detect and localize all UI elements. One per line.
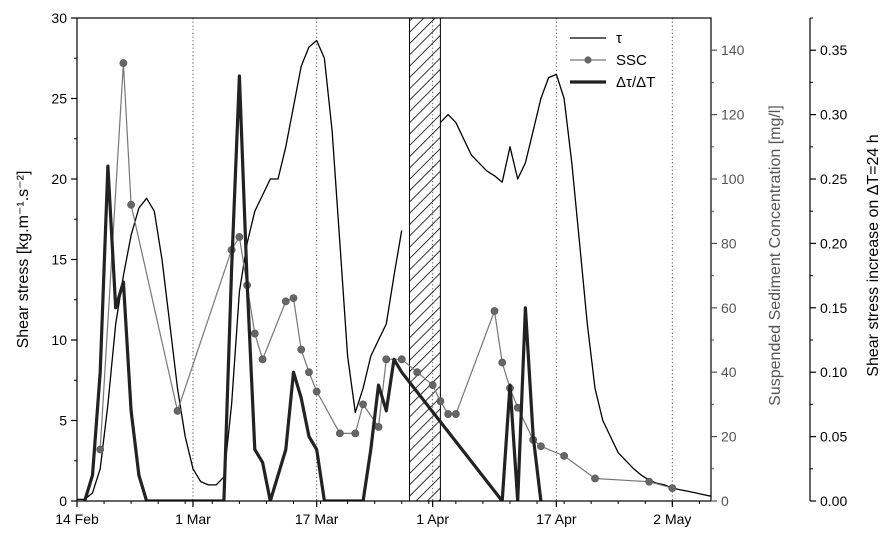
y-increase-tick-label: 0.30 — [820, 107, 847, 123]
y-left-tick-label: 30 — [51, 10, 67, 26]
ssc-point — [498, 358, 507, 367]
x-tick-label: 1 Mar — [175, 511, 211, 527]
ssc-point — [382, 355, 391, 364]
axes-layer: 14 Feb 1 Mar 17 Mar 1 Apr 17 Apr 2 May 0 5 10 15 2… — [15, 10, 882, 527]
y-ssc-tick-label: 120 — [721, 107, 745, 123]
y-increase-tick-label: 0.10 — [820, 364, 847, 380]
y-ssc-tick-label: 20 — [721, 429, 737, 445]
ssc-point — [297, 345, 306, 354]
ssc-point — [96, 445, 105, 454]
y-increase-tick-label: 0.25 — [820, 171, 847, 187]
series-layer — [77, 39, 711, 501]
legend-label: SSC — [616, 52, 647, 69]
y-left-tick-label: 5 — [59, 413, 67, 429]
ssc-point — [281, 297, 290, 306]
x-tick-label: 17 Apr — [536, 511, 577, 527]
hatched-gap-layer — [408, 17, 441, 502]
y-ssc-tick-label: 140 — [721, 42, 745, 58]
ssc-point — [289, 294, 298, 303]
y-increase-tick-label: 0.00 — [820, 493, 847, 509]
x-tick-label: 14 Feb — [55, 511, 99, 527]
ssc-point — [250, 329, 259, 338]
ssc-point — [258, 355, 267, 364]
y-ssc-tick-label: 0 — [721, 493, 729, 509]
y-ssc-tick-label: 80 — [721, 235, 737, 251]
ssc-point — [359, 400, 367, 409]
y-ssc-tick-label: 100 — [721, 171, 745, 187]
ssc-point — [413, 368, 422, 377]
hatched-data-gap — [408, 17, 441, 502]
ssc-point — [591, 474, 599, 483]
y-increase-tick-label: 0.35 — [820, 42, 847, 58]
ssc-point — [428, 381, 437, 389]
y-ssc-axis-title: Suspended Sediment Concentration [mg/l] — [767, 105, 784, 406]
y-increase-tick-label: 0.20 — [820, 235, 847, 251]
ssc-point — [374, 423, 383, 431]
ssc-point — [537, 442, 545, 451]
series-line-0 — [439, 73, 711, 497]
ssc-point — [645, 477, 654, 486]
y-left-tick-label: 0 — [59, 493, 67, 509]
series-line-0 — [77, 39, 403, 501]
ssc-point — [235, 233, 244, 241]
ssc-point — [436, 397, 445, 406]
y-left-axis-title: Shear stress [kg.m⁻¹.s⁻²] — [15, 171, 32, 349]
legend-label: τ — [616, 30, 622, 47]
legend-swatch-ssc-dot — [584, 56, 592, 64]
y-increase-tick-label: 0.05 — [820, 429, 847, 445]
legend-label: Δτ/ΔT — [616, 74, 655, 91]
ssc-point — [312, 387, 321, 396]
legend: τ SSC Δτ/ΔT — [570, 30, 655, 91]
ssc-point — [397, 355, 406, 364]
ssc-point — [351, 429, 360, 438]
ssc-point — [173, 406, 182, 415]
y-left-tick-label: 25 — [51, 91, 67, 107]
y-ssc-tick-label: 40 — [721, 364, 737, 380]
ssc-point — [119, 59, 128, 67]
y-increase-tick-label: 0.15 — [820, 300, 847, 316]
y-ssc-tick-label: 60 — [721, 300, 737, 316]
ssc-point — [490, 307, 499, 315]
x-tick-label: 2 May — [653, 511, 691, 527]
y-left-tick-label: 15 — [51, 252, 67, 268]
y-left-tick-label: 20 — [51, 171, 67, 187]
x-tick-label: 17 Mar — [295, 511, 339, 527]
ssc-point — [451, 410, 460, 418]
ssc-point — [560, 452, 568, 460]
series-line-1 — [99, 62, 673, 489]
ssc-point — [444, 410, 453, 418]
x-tick-label: 1 Apr — [416, 511, 449, 527]
y-left-tick-label: 10 — [51, 332, 67, 348]
ssc-point — [127, 200, 136, 209]
ssc-point — [668, 484, 677, 493]
y-increase-axis-title: Shear stress increase on ΔT=24 h — [865, 134, 882, 376]
ssc-point — [335, 429, 344, 438]
series-line-2 — [83, 74, 543, 501]
ssc-point — [305, 368, 313, 377]
